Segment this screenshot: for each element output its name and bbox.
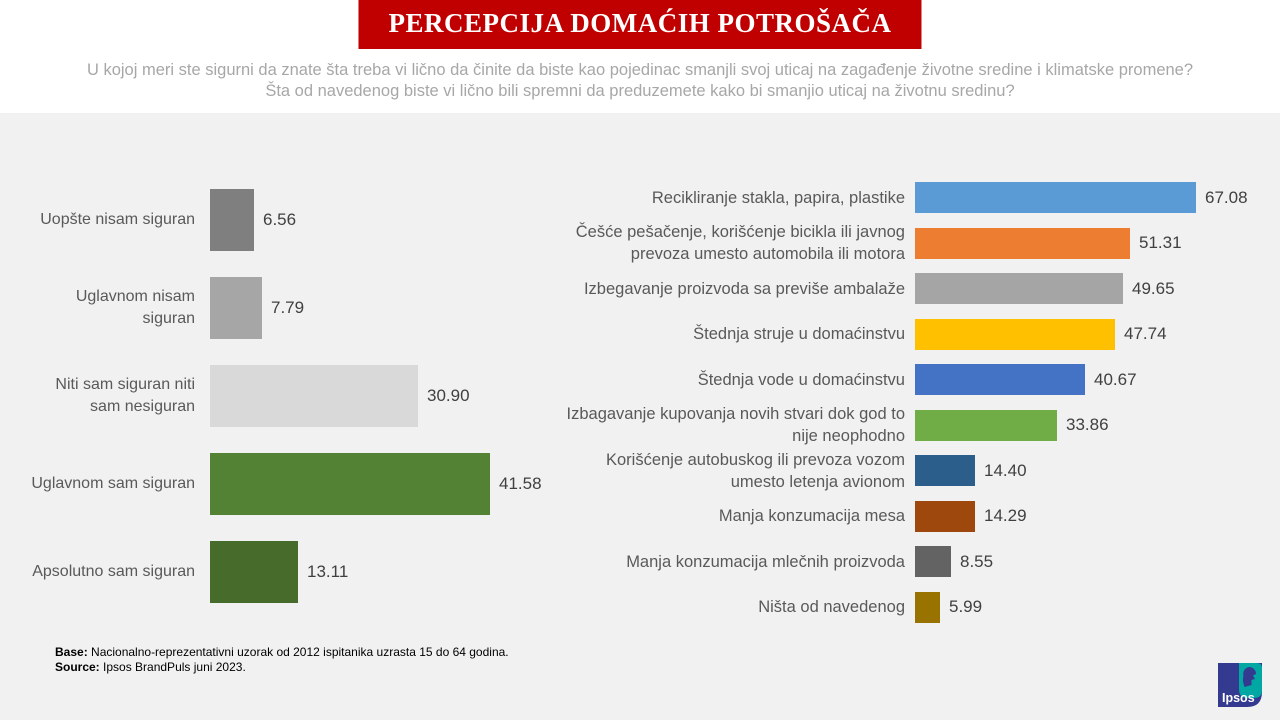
bar <box>915 455 975 487</box>
value-label: 14.29 <box>984 506 1027 526</box>
bar-track: 67.08 <box>915 182 1265 214</box>
subtitle: U kojoj meri ste sigurni da znate šta tr… <box>0 60 1280 102</box>
value-label: 49.65 <box>1132 278 1175 298</box>
category-label: Štednja struje u domaćinstvu <box>693 325 905 344</box>
value-label: 13.11 <box>307 562 349 581</box>
footnote: Base: Nacionalno-reprezentativni uzorak … <box>55 645 509 675</box>
bar-row: Manja konzumacija mesa 14.29 <box>555 494 1265 540</box>
bar-row: Uglavnom sam siguran 41.58 <box>30 440 555 528</box>
category-label: Manja konzumacija mesa <box>718 507 905 526</box>
page-title: PERCEPCIJA DOMAĆIH POTROŠAČA <box>388 8 892 38</box>
value-label: 5.99 <box>949 597 983 617</box>
value-label: 67.08 <box>1205 187 1248 207</box>
bar-track: 41.58 <box>210 453 555 515</box>
bar-track: 13.11 <box>210 541 555 603</box>
footnote-source-label: Source: <box>55 660 100 674</box>
bar <box>915 273 1123 305</box>
bar-track: 14.40 <box>915 455 1265 487</box>
bar <box>915 182 1196 214</box>
category-label: Korišćenje autobuskog ili prevoza vozom … <box>606 450 905 491</box>
category-label: Manja konzumacija mlečnih proizvoda <box>626 552 905 571</box>
category-label: Uglavnom nisam siguran <box>75 288 195 327</box>
category-label: Štednja vode u domaćinstvu <box>697 370 905 389</box>
bar-row: Niti sam siguran niti sam nesiguran 30.90 <box>30 352 555 440</box>
subtitle-line-1: U kojoj meri ste sigurni da znate šta tr… <box>86 61 1194 79</box>
value-label: 47.74 <box>1124 324 1167 344</box>
bar-track: 40.67 <box>915 364 1265 396</box>
value-label: 7.79 <box>271 298 305 317</box>
category-label: Recikliranje stakla, papira, plastike <box>651 188 905 207</box>
footnote-base-label: Base: <box>55 645 88 659</box>
value-label: 30.90 <box>427 386 470 405</box>
bar-row: Štednja vode u domaćinstvu 40.67 <box>555 357 1265 403</box>
value-label: 41.58 <box>499 474 542 493</box>
category-label: Uglavnom sam siguran <box>31 475 195 492</box>
bar-row: Korišćenje autobuskog ili prevoza vozom … <box>555 448 1265 494</box>
chart-confidence-levels: Uopšte nisam siguran 6.56 Uglavnom nisam s… <box>30 176 555 616</box>
bar-track: 30.90 <box>210 365 555 427</box>
value-label: 6.56 <box>263 210 297 229</box>
value-label: 33.86 <box>1066 415 1109 435</box>
value-label: 8.55 <box>960 551 994 571</box>
bar-track: 5.99 <box>915 591 1265 623</box>
bar-row: Češće pešačenje, korišćenje bicikla ili … <box>555 221 1265 267</box>
bar <box>915 591 940 623</box>
category-label: Češće pešačenje, korišćenje bicikla ili … <box>575 223 905 264</box>
bar-row: Uopšte nisam siguran 6.56 <box>30 176 555 264</box>
bar <box>210 453 490 515</box>
category-label: Izbegavanje proizvoda sa previše ambalaž… <box>583 279 905 298</box>
footnote-base-text: Nacionalno-reprezentativni uzorak od 201… <box>87 645 509 659</box>
ipsos-logo-graphic: Ipsos <box>1218 663 1262 707</box>
ipsos-logo: Ipsos <box>1218 663 1262 707</box>
bar-row: Štednja struje u domaćinstvu 47.74 <box>555 312 1265 358</box>
bar-row: Uglavnom nisam siguran 7.79 <box>30 264 555 352</box>
bar-track: 47.74 <box>915 318 1265 350</box>
bar <box>915 500 975 532</box>
footnote-source-text: Ipsos BrandPuls juni 2023. <box>99 660 246 674</box>
bar-track: 8.55 <box>915 546 1265 578</box>
bar-track: 33.86 <box>915 409 1265 441</box>
category-label: Uopšte nisam siguran <box>40 211 195 228</box>
bar <box>915 409 1057 441</box>
bar-row: Recikliranje stakla, papira, plastike 67.… <box>555 175 1265 221</box>
bar-row: Izbagavanje kupovanja novih stvari dok g… <box>555 403 1265 449</box>
bar-track: 51.31 <box>915 227 1265 259</box>
bar <box>915 318 1115 350</box>
bar <box>915 364 1085 396</box>
value-label: 14.40 <box>984 460 1027 480</box>
value-label: 51.31 <box>1139 233 1182 253</box>
footnote-source: Source: Ipsos BrandPuls juni 2023. <box>55 660 509 675</box>
bar-row: Apsolutno sam siguran 13.11 <box>30 528 555 616</box>
category-label: Ništa od navedenog <box>758 598 905 617</box>
bar-row: Izbegavanje proizvoda sa previše ambalaž… <box>555 266 1265 312</box>
chart-actions-willing-to-take: Recikliranje stakla, papira, plastike 67.… <box>555 175 1265 630</box>
category-label: Izbagavanje kupovanja novih stvari dok g… <box>566 405 905 446</box>
bar <box>915 546 951 578</box>
bar <box>915 227 1130 259</box>
bar-row: Manja konzumacija mlečnih proizvoda 8.55 <box>555 539 1265 585</box>
value-label: 40.67 <box>1094 369 1137 389</box>
bar-track: 14.29 <box>915 500 1265 532</box>
title-banner: PERCEPCIJA DOMAĆIH POTROŠAČA <box>358 0 922 49</box>
bar-track: 6.56 <box>210 189 555 251</box>
bar <box>210 541 298 603</box>
bar <box>210 189 254 251</box>
footnote-base: Base: Nacionalno-reprezentativni uzorak … <box>55 645 509 660</box>
subtitle-line-2: Šta od navedenog biste vi lično bili spr… <box>265 82 1015 100</box>
category-label: Apsolutno sam siguran <box>32 563 195 580</box>
bar-row: Ništa od navedenog 5.99 <box>555 585 1265 631</box>
ipsos-logo-text: Ipsos <box>1222 691 1255 705</box>
bar <box>210 365 418 427</box>
bar <box>210 277 262 339</box>
category-label: Niti sam siguran niti sam nesiguran <box>55 376 195 415</box>
bar-track: 7.79 <box>210 277 555 339</box>
bar-track: 49.65 <box>915 273 1265 305</box>
